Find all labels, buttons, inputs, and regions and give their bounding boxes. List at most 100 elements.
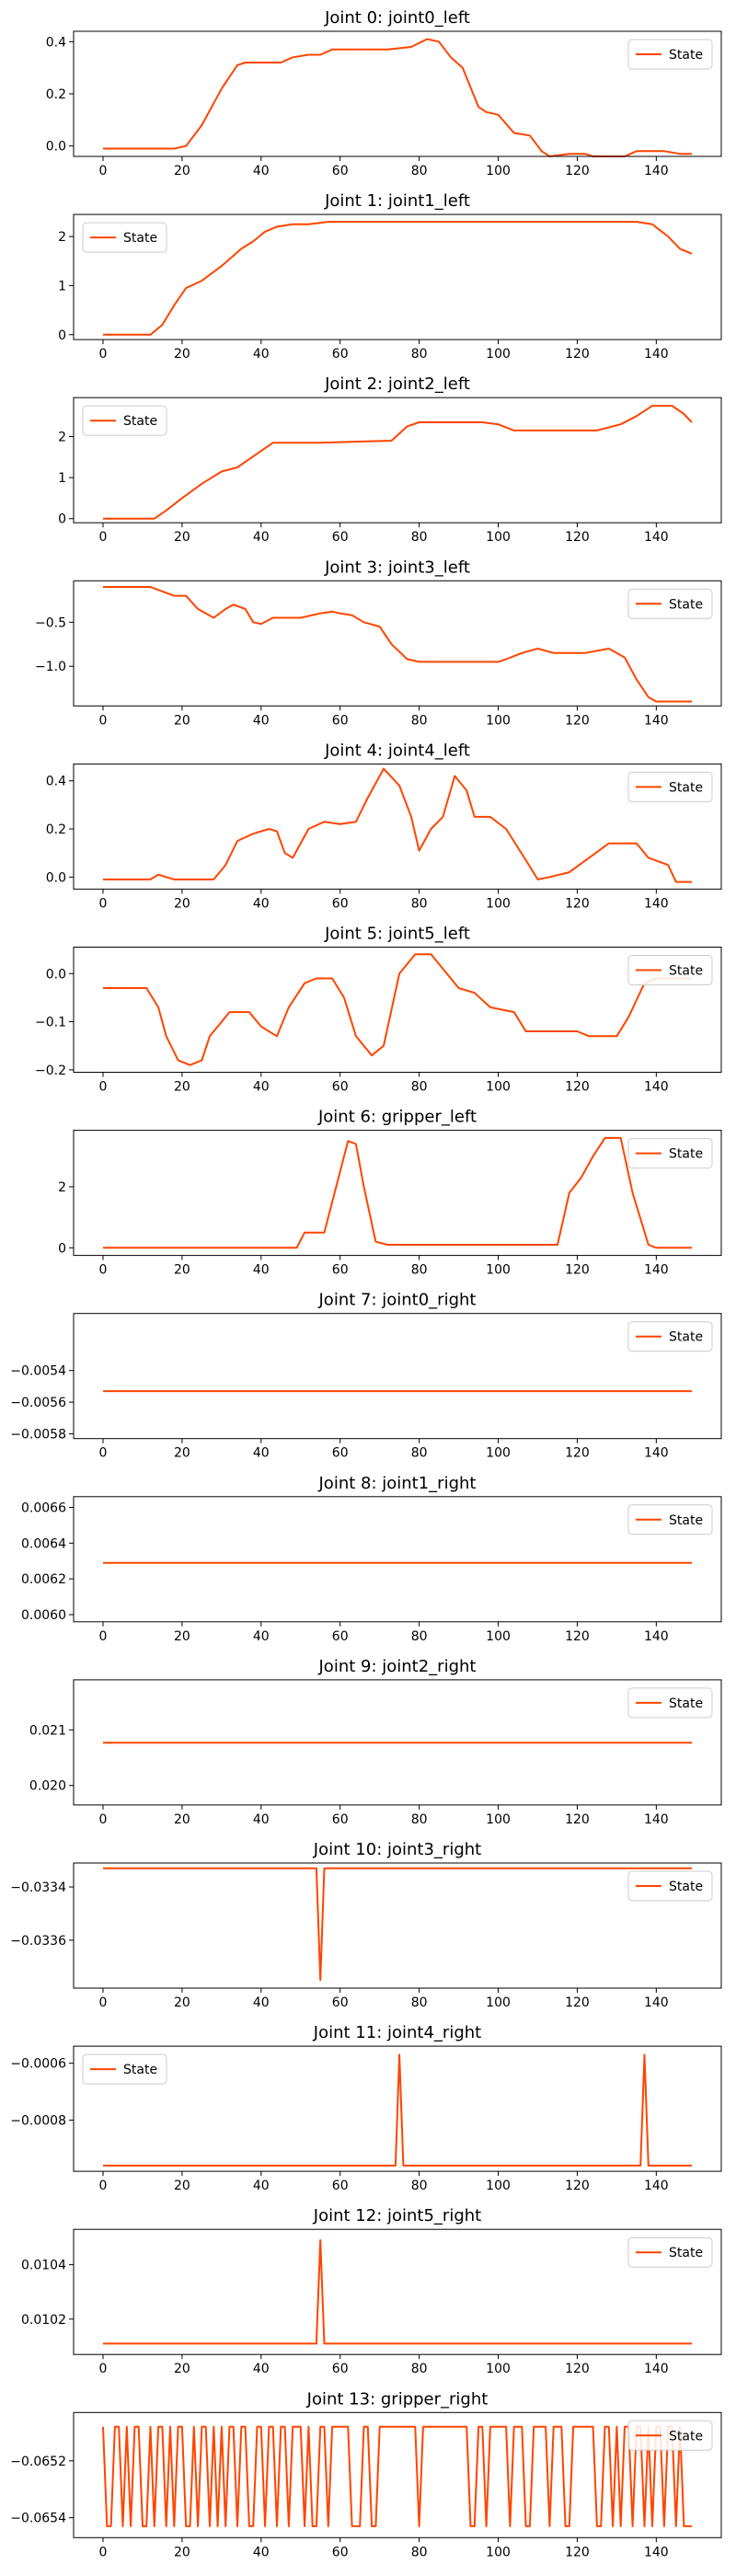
y-tick-label: −0.0006: [10, 2057, 66, 2072]
chart-panel-1: Joint 1: joint1_left 0 20 40 60 80 100 120 140 0 1…: [58, 191, 722, 362]
x-tick-label: 60: [332, 1446, 349, 1461]
axes-frame: [73, 1313, 722, 1440]
legend: State: [627, 39, 713, 70]
legend-label: State: [123, 2063, 157, 2077]
x-tick-label: 100: [486, 1629, 511, 1644]
chart-title: Joint 7: joint0_right: [318, 1291, 477, 1310]
x-tick-label: 0: [99, 2545, 108, 2559]
legend-label: State: [669, 780, 703, 795]
legend-box: [627, 1321, 713, 1352]
chart-panel-10: Joint 10: joint3_right 0 20 40 60 80 100 120 140…: [10, 1840, 722, 2010]
x-tick-label: 140: [644, 347, 669, 362]
series-line-state: [103, 767, 692, 883]
series-line-state: [103, 1867, 692, 1982]
y-tick-label: 0.0066: [21, 1501, 66, 1515]
chart-panel-7: Joint 7: joint0_right 0 20 40 60 80 100 120 140 −…: [10, 1291, 722, 1461]
x-tick-label: 80: [411, 2179, 428, 2193]
chart-panel-4: Joint 4: joint4_left 0 20 40 60 80 100 120 140 0.…: [46, 741, 722, 911]
y-tick-label: −0.0054: [10, 1364, 66, 1379]
x-tick-label: 140: [644, 530, 669, 545]
x-tick-label: 0: [99, 2362, 108, 2376]
series-line-state: [103, 2053, 692, 2167]
x-tick-label: 60: [332, 1812, 349, 1827]
x-tick-label: 40: [253, 1446, 270, 1461]
legend-box: [627, 2420, 713, 2451]
legend: State: [627, 771, 713, 802]
legend-label: State: [123, 414, 157, 429]
y-tick-label: 0: [58, 512, 66, 527]
y-tick-label: 0.2: [46, 87, 66, 102]
x-tick-label: 80: [411, 2545, 428, 2559]
x-tick-label: 80: [411, 1629, 428, 1644]
x-tick-label: 20: [174, 1629, 190, 1644]
y-tick-label: −0.0336: [10, 1934, 66, 1949]
x-tick-label: 100: [486, 896, 511, 911]
chart-panel-6: Joint 6: gripper_left 0 20 40 60 80 100 120 140 0…: [58, 1108, 722, 1278]
x-tick-label: 60: [332, 1629, 349, 1644]
legend-label: State: [669, 48, 703, 63]
legend-box: [82, 222, 167, 253]
x-tick-label: 60: [332, 2545, 349, 2559]
legend-box: [627, 1138, 713, 1169]
legend-label: State: [669, 2246, 703, 2260]
legend: State: [82, 405, 167, 436]
x-tick-label: 40: [253, 1812, 270, 1827]
axes-frame: [73, 2045, 722, 2172]
legend-label: State: [669, 964, 703, 979]
y-tick-label: −0.0056: [10, 1396, 66, 1410]
y-tick-label: 0.4: [46, 775, 66, 789]
legend-box: [627, 2237, 713, 2268]
series-line-state: [102, 2425, 692, 2527]
x-tick-label: 20: [174, 164, 190, 178]
x-tick-label: 140: [644, 2545, 669, 2559]
y-tick-label: 2: [58, 1180, 66, 1195]
chart-title: Joint 5: joint5_left: [324, 925, 470, 944]
axes-frame: [73, 763, 722, 890]
legend: State: [627, 2420, 713, 2451]
chart-title: Joint 6: gripper_left: [317, 1108, 477, 1127]
x-tick-label: 100: [486, 1446, 511, 1461]
x-tick-label: 100: [486, 347, 511, 362]
y-tick-label: 0.020: [29, 1779, 66, 1794]
x-tick-label: 120: [565, 164, 590, 178]
x-tick-label: 140: [644, 1446, 669, 1461]
x-tick-label: 80: [411, 164, 428, 178]
series-line-state: [103, 1136, 692, 1249]
x-tick-label: 20: [174, 1812, 190, 1827]
chart-title: Joint 4: joint4_left: [324, 741, 470, 760]
x-tick-label: 80: [411, 530, 428, 545]
x-tick-label: 120: [565, 1446, 590, 1461]
x-tick-label: 120: [565, 530, 590, 545]
y-tick-label: 1: [58, 279, 66, 293]
axes-frame: [73, 580, 722, 707]
axes-frame: [73, 1130, 722, 1257]
x-tick-label: 100: [486, 2362, 511, 2376]
legend-box: [627, 955, 713, 985]
x-tick-label: 60: [332, 896, 349, 911]
y-tick-label: 2: [58, 230, 66, 245]
series-line-state: [103, 405, 693, 520]
y-tick-label: 0.021: [29, 1723, 66, 1738]
y-tick-label: −0.0652: [10, 2455, 66, 2469]
chart-title: Joint 10: joint3_right: [313, 1840, 481, 1859]
y-tick-label: 0.0064: [21, 1536, 66, 1551]
chart-panel-9: Joint 9: joint2_right 0 20 40 60 80 100 120 140 0…: [29, 1657, 722, 1827]
y-tick-label: 0: [58, 328, 66, 343]
chart-title: Joint 9: joint2_right: [318, 1657, 477, 1676]
y-tick-label: −0.0334: [10, 1880, 66, 1895]
y-tick-label: 0.4: [46, 35, 66, 50]
series-line-state: [103, 953, 692, 1066]
x-tick-label: 60: [332, 2362, 349, 2376]
chart-panel-5: Joint 5: joint5_left 0 20 40 60 80 100 120 140 0.…: [35, 925, 722, 1095]
x-tick-label: 0: [99, 1446, 108, 1461]
x-tick-label: 120: [565, 1629, 590, 1644]
x-tick-label: 20: [174, 2179, 190, 2193]
x-tick-label: 60: [332, 1995, 349, 2010]
x-tick-label: 80: [411, 713, 428, 728]
chart-title: Joint 1: joint1_left: [324, 191, 470, 211]
legend: State: [627, 955, 713, 985]
axes-frame: [73, 30, 722, 157]
x-tick-label: 80: [411, 896, 428, 911]
x-tick-label: 120: [565, 2179, 590, 2193]
